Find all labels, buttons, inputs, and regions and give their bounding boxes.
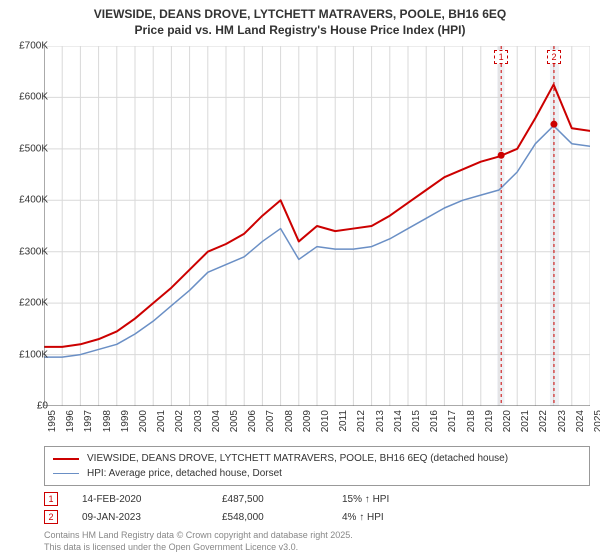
- x-tick-label: 2003: [193, 410, 204, 432]
- x-tick-label: 2021: [520, 410, 531, 432]
- y-tick-label: £500K: [4, 143, 48, 154]
- x-tick-label: 2013: [375, 410, 386, 432]
- x-tick-label: 1999: [120, 410, 131, 432]
- x-tick-label: 1998: [102, 410, 113, 432]
- x-tick-label: 2002: [174, 410, 185, 432]
- x-tick-label: 2022: [538, 410, 549, 432]
- legend-swatch-1: [53, 458, 79, 460]
- x-tick-label: 2000: [138, 410, 149, 432]
- y-tick-label: £700K: [4, 41, 48, 52]
- data-point-delta-2: 4% ↑ HPI: [342, 512, 442, 523]
- data-point-row-1: 1 14-FEB-2020 £487,500 15% ↑ HPI: [44, 490, 590, 508]
- x-tick-label: 1997: [83, 410, 94, 432]
- y-tick-label: £200K: [4, 298, 48, 309]
- attribution-line-1: Contains HM Land Registry data © Crown c…: [44, 530, 353, 542]
- data-point-price-1: £487,500: [222, 494, 342, 505]
- y-tick-label: £600K: [4, 92, 48, 103]
- data-point-price-2: £548,000: [222, 512, 342, 523]
- x-tick-label: 2011: [338, 410, 349, 432]
- x-tick-label: 2020: [502, 410, 513, 432]
- legend-row-1: VIEWSIDE, DEANS DROVE, LYTCHETT MATRAVER…: [53, 451, 581, 466]
- legend-row-2: HPI: Average price, detached house, Dors…: [53, 466, 581, 481]
- attribution: Contains HM Land Registry data © Crown c…: [44, 530, 353, 553]
- x-tick-label: 2007: [265, 410, 276, 432]
- x-tick-label: 2001: [156, 410, 167, 432]
- y-tick-label: £100K: [4, 349, 48, 360]
- legend-label-2: HPI: Average price, detached house, Dors…: [87, 466, 282, 481]
- x-tick-label: 2014: [393, 410, 404, 432]
- x-tick-label: 2012: [356, 410, 367, 432]
- data-point-marker-1: 1: [44, 492, 58, 506]
- chart-marker-label: 1: [494, 50, 508, 64]
- x-tick-label: 2008: [284, 410, 295, 432]
- attribution-line-2: This data is licensed under the Open Gov…: [44, 542, 353, 554]
- y-tick-label: £0: [4, 401, 48, 412]
- x-tick-label: 2009: [302, 410, 313, 432]
- x-tick-label: 2023: [557, 410, 568, 432]
- x-tick-label: 1995: [47, 410, 58, 432]
- chart-marker-label: 2: [547, 50, 561, 64]
- x-tick-label: 2025: [593, 410, 600, 432]
- x-tick-label: 2024: [575, 410, 586, 432]
- title-line-1: VIEWSIDE, DEANS DROVE, LYTCHETT MATRAVER…: [0, 6, 600, 22]
- x-tick-label: 2004: [211, 410, 222, 432]
- x-tick-label: 2019: [484, 410, 495, 432]
- x-tick-label: 2017: [447, 410, 458, 432]
- data-point-date-1: 14-FEB-2020: [82, 494, 222, 505]
- title-line-2: Price paid vs. HM Land Registry's House …: [0, 22, 600, 38]
- data-point-marker-2: 2: [44, 510, 58, 524]
- legend-swatch-2: [53, 473, 79, 474]
- data-point-row-2: 2 09-JAN-2023 £548,000 4% ↑ HPI: [44, 508, 590, 526]
- x-tick-label: 2005: [229, 410, 240, 432]
- data-points-table: 1 14-FEB-2020 £487,500 15% ↑ HPI 2 09-JA…: [44, 490, 590, 526]
- data-point-date-2: 09-JAN-2023: [82, 512, 222, 523]
- legend-label-1: VIEWSIDE, DEANS DROVE, LYTCHETT MATRAVER…: [87, 451, 508, 466]
- x-tick-label: 2016: [429, 410, 440, 432]
- legend: VIEWSIDE, DEANS DROVE, LYTCHETT MATRAVER…: [44, 446, 590, 486]
- x-tick-label: 2006: [247, 410, 258, 432]
- x-tick-label: 2018: [466, 410, 477, 432]
- data-point-delta-1: 15% ↑ HPI: [342, 494, 442, 505]
- chart-title: VIEWSIDE, DEANS DROVE, LYTCHETT MATRAVER…: [0, 0, 600, 38]
- y-tick-label: £400K: [4, 195, 48, 206]
- y-tick-label: £300K: [4, 246, 48, 257]
- x-tick-label: 2015: [411, 410, 422, 432]
- x-tick-label: 2010: [320, 410, 331, 432]
- chart-area: [44, 46, 590, 406]
- line-chart: [44, 46, 590, 406]
- x-tick-label: 1996: [65, 410, 76, 432]
